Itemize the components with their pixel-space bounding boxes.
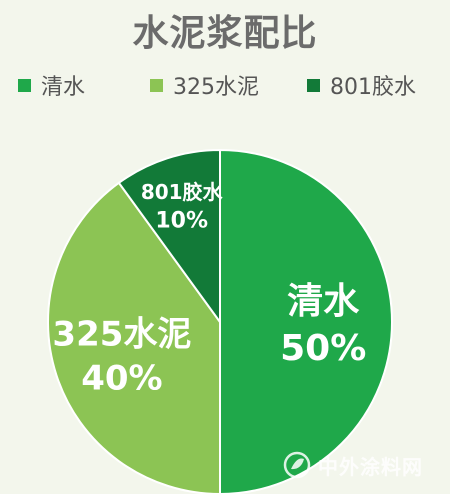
legend-label-water: 清水 (41, 75, 86, 100)
legend: 清水 325水泥 801胶水 (0, 68, 450, 102)
legend-label-glue: 801胶水 (330, 75, 416, 100)
slice-label-glue-name: 801胶水 (141, 180, 224, 204)
slice-label-cement-name: 325水泥 (52, 314, 191, 354)
legend-item-glue: 801胶水 (307, 68, 416, 102)
legend-swatch-water (18, 78, 31, 92)
watermark: 中外涂料网 (282, 448, 423, 482)
legend-item-cement: 325水泥 (150, 68, 259, 102)
legend-item-water: 清水 (18, 68, 85, 102)
legend-swatch-cement (150, 78, 163, 92)
chart-title: 水泥浆配比 (132, 13, 318, 54)
legend-label-cement: 325水泥 (173, 75, 259, 100)
pie-slice-glue (117, 148, 221, 326)
slice-label-water-percent: 50% (280, 328, 366, 369)
slice-label-glue-percent: 10% (155, 208, 208, 233)
pie-slice-water (219, 148, 393, 494)
leaf-logo-icon (283, 451, 311, 479)
slice-label-cement-percent: 40% (81, 359, 162, 399)
pie-slice-cement (47, 181, 221, 494)
watermark-text: 中外涂料网 (318, 454, 423, 479)
legend-swatch-glue (307, 78, 320, 92)
slice-label-water-name: 清水 (287, 281, 360, 322)
